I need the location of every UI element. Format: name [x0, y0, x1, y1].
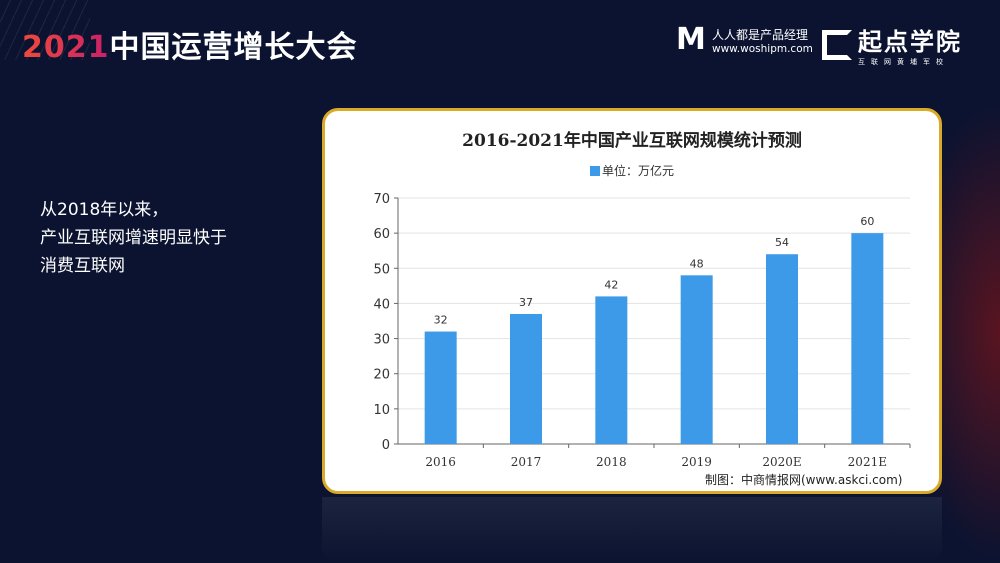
- data-label: 48: [690, 257, 704, 270]
- data-label: 54: [775, 236, 789, 249]
- m-logo-icon: M: [676, 22, 706, 57]
- card-reflection: [322, 497, 942, 563]
- conference-name: 中国运营增长大会: [109, 30, 358, 65]
- data-label: 37: [519, 296, 533, 309]
- y-tick-label: 40: [373, 297, 390, 312]
- x-tick-label: 2021E: [848, 455, 887, 469]
- logo1-name: 人人都是产品经理: [712, 27, 809, 42]
- y-tick-label: 70: [373, 192, 390, 207]
- conference-title: 2021中国运营增长大会: [22, 22, 358, 66]
- bar: [680, 275, 713, 444]
- chart-title: 2016-2021年中国产业互联网规模统计预测: [462, 131, 802, 151]
- y-tick-label: 0: [382, 438, 390, 453]
- side-text: 从2018年以来， 产业互联网增速明显快于 消费互联网: [40, 196, 227, 280]
- side-line-1: 从2018年以来，: [40, 200, 169, 220]
- bar-chart: 0 10 20 30 40 50 60 70 32 2016 37 2017 42 2018 48 2019 5…: [373, 192, 911, 469]
- logo1-url: www.woshipm.com: [712, 42, 813, 55]
- conference-year: 2021: [22, 30, 110, 65]
- bar: [595, 296, 628, 444]
- q-logo-icon: [822, 29, 852, 60]
- y-tick-label: 60: [373, 227, 390, 242]
- x-tick-label: 2017: [511, 455, 542, 469]
- y-tick-label: 50: [373, 262, 390, 277]
- y-tick-label: 20: [373, 368, 390, 383]
- woshipm-logo: M 人人都是产品经理 www.woshipm.com: [676, 24, 813, 56]
- x-tick-label: 2018: [596, 455, 627, 469]
- x-tick-label: 2016: [425, 455, 456, 469]
- data-label: 42: [604, 278, 618, 291]
- side-line-2: 产业互联网增速明显快于: [40, 228, 227, 248]
- logo2-name: 起点学院: [858, 28, 962, 56]
- side-line-3: 消费互联网: [40, 256, 125, 276]
- legend-swatch: [589, 166, 600, 176]
- bar: [766, 254, 798, 444]
- data-label: 32: [434, 314, 448, 327]
- y-tick-label: 30: [373, 333, 390, 348]
- chart-source: 制图：中商情报网(www.askci.com): [705, 473, 903, 487]
- x-tick-label: 2020E: [762, 455, 801, 469]
- bar: [424, 331, 457, 444]
- bar: [851, 233, 884, 444]
- logo2-tagline: 互联网黄埔军校: [858, 58, 949, 66]
- chart-legend: 单位：万亿元: [325, 162, 939, 179]
- data-label: 60: [860, 215, 874, 228]
- qidian-logo: 起点学院互联网黄埔军校: [822, 22, 962, 67]
- chart-card: 2016-2021年中国产业互联网规模统计预测 单位：万亿元 0 10 20 30 40…: [322, 108, 942, 494]
- decorative-stripes: [0, 0, 90, 60]
- legend-label: 单位：万亿元: [601, 164, 674, 178]
- y-tick-label: 10: [373, 403, 390, 418]
- bar: [510, 313, 542, 444]
- x-tick-label: 2019: [681, 455, 712, 469]
